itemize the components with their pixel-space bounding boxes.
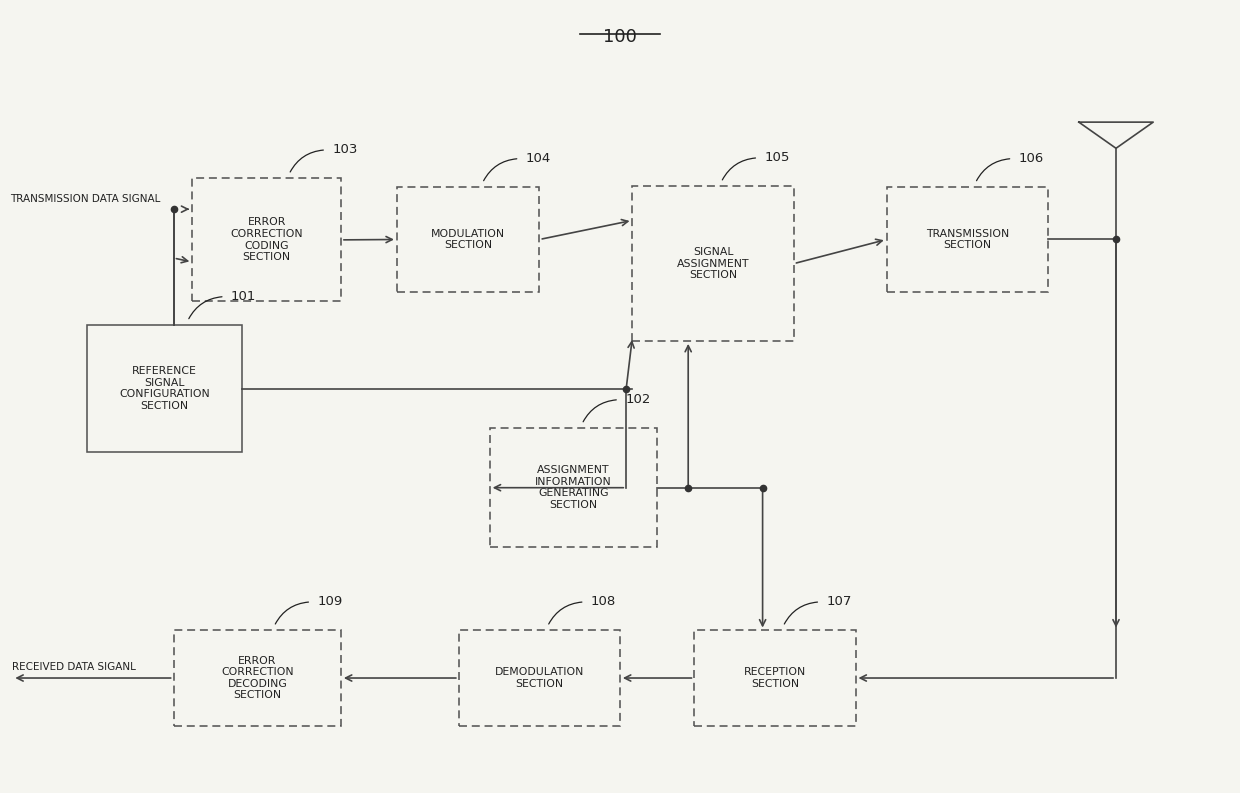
Text: RECEPTION
SECTION: RECEPTION SECTION	[744, 667, 806, 689]
Text: 102: 102	[625, 393, 651, 406]
FancyBboxPatch shape	[490, 428, 657, 547]
Text: 103: 103	[332, 144, 357, 156]
Text: 104: 104	[526, 152, 551, 165]
Text: 100: 100	[603, 28, 637, 46]
FancyBboxPatch shape	[694, 630, 856, 726]
Text: DEMODULATION
SECTION: DEMODULATION SECTION	[495, 667, 584, 689]
Text: ERROR
CORRECTION
DECODING
SECTION: ERROR CORRECTION DECODING SECTION	[221, 656, 294, 700]
Text: RECEIVED DATA SIGANL: RECEIVED DATA SIGANL	[12, 661, 136, 672]
Text: 108: 108	[591, 596, 616, 608]
Text: 106: 106	[1019, 152, 1044, 165]
Text: ASSIGNMENT
INFORMATION
GENERATING
SECTION: ASSIGNMENT INFORMATION GENERATING SECTIO…	[536, 465, 611, 510]
FancyBboxPatch shape	[192, 178, 341, 301]
Text: SIGNAL
ASSIGNMENT
SECTION: SIGNAL ASSIGNMENT SECTION	[677, 247, 749, 280]
Text: TRANSMISSION
SECTION: TRANSMISSION SECTION	[925, 228, 1009, 251]
Text: MODULATION
SECTION: MODULATION SECTION	[432, 228, 505, 251]
Text: 101: 101	[231, 290, 257, 303]
FancyBboxPatch shape	[459, 630, 620, 726]
Text: ERROR
CORRECTION
CODING
SECTION: ERROR CORRECTION CODING SECTION	[231, 217, 303, 262]
Text: REFERENCE
SIGNAL
CONFIGURATION
SECTION: REFERENCE SIGNAL CONFIGURATION SECTION	[119, 366, 210, 411]
Text: 109: 109	[317, 596, 342, 608]
Text: 107: 107	[827, 596, 852, 608]
FancyBboxPatch shape	[397, 187, 539, 292]
FancyBboxPatch shape	[887, 187, 1048, 292]
FancyBboxPatch shape	[174, 630, 341, 726]
Text: 105: 105	[764, 151, 790, 164]
Text: TRANSMISSION DATA SIGNAL: TRANSMISSION DATA SIGNAL	[10, 194, 160, 205]
FancyBboxPatch shape	[87, 325, 242, 452]
FancyBboxPatch shape	[632, 186, 794, 341]
